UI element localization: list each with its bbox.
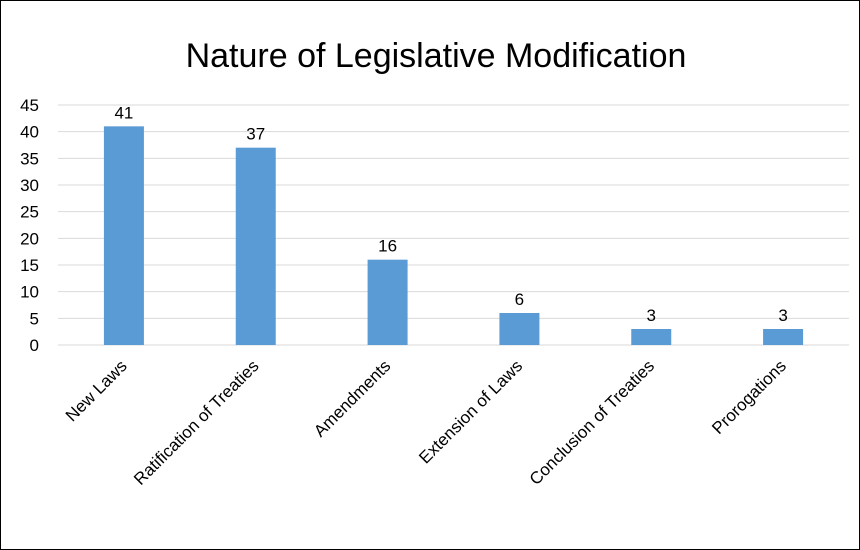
category-label: Ratification of Treaties [130,356,262,488]
category-labels: New Laws Ratification of Treaties Amendmen… [62,356,790,488]
y-tick-label: 35 [20,149,39,168]
bar [103,126,144,345]
y-tick-label: 10 [20,283,39,302]
y-tick-label: 5 [30,309,39,328]
bar [631,329,672,345]
gridlines [58,104,849,346]
y-tick-label: 45 [20,96,39,115]
chart-title: Nature of Legislative Modification [186,37,687,75]
bars [103,126,804,345]
category-label: New Laws [62,356,131,425]
category-label: Conclusion of Treaties [526,356,658,488]
y-tick-label: 25 [20,203,39,222]
bar [499,313,540,345]
category-label: Amendments [310,356,394,440]
y-tick-label: 30 [20,176,39,195]
y-axis-ticks: 0 5 10 15 20 25 30 35 40 45 [20,96,39,355]
bar [367,259,408,345]
data-labels: 41 37 16 6 3 3 [114,103,787,325]
data-label: 41 [114,103,133,122]
data-label: 3 [647,306,656,325]
y-tick-label: 40 [20,123,39,142]
category-label: Extension of Laws [415,356,526,467]
y-tick-label: 20 [20,229,39,248]
data-label: 16 [378,237,397,256]
data-label: 37 [246,125,265,144]
y-tick-label: 15 [20,256,39,275]
bar [235,147,276,345]
data-label: 6 [515,290,524,309]
data-label: 3 [778,306,787,325]
category-label: Prorogations [708,356,790,438]
bar [763,329,804,345]
y-tick-label: 0 [30,336,39,355]
